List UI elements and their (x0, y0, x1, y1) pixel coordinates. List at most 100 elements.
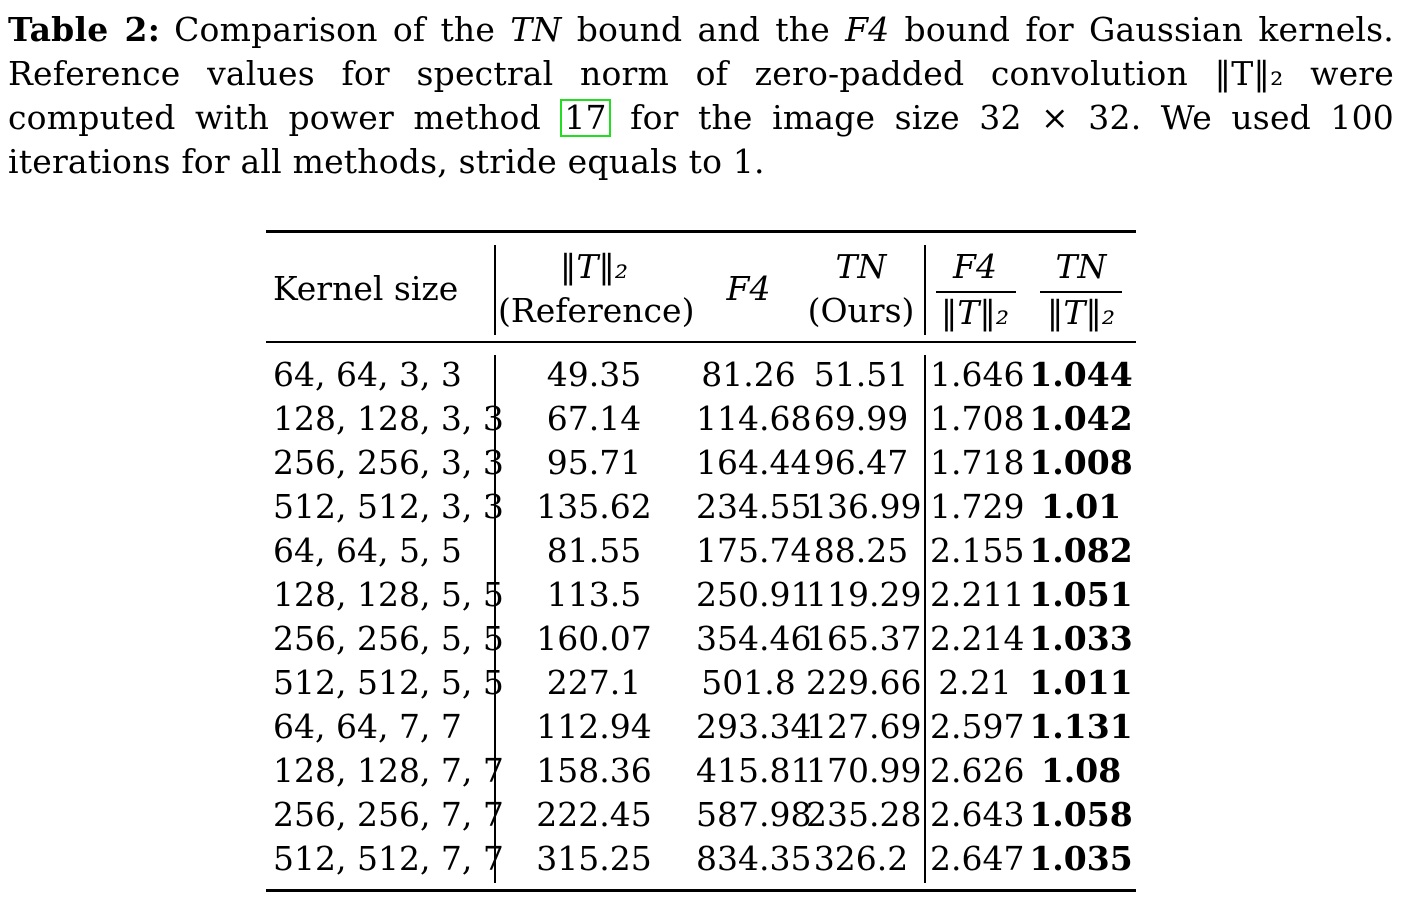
cell-reference: 315.25 (536, 839, 652, 878)
cell-kernel-size: 128, 128, 3, 3 (273, 399, 504, 438)
table-header: Kernel size ‖T‖₂ (Reference) F4 TN (Ours… (266, 233, 1136, 341)
header-ratio2-denominator: ‖T‖₂ (1046, 293, 1116, 332)
top-rule (266, 230, 1136, 233)
cell-tn: 119.29 (806, 575, 922, 614)
table-row: 64, 64, 7, 7 112.94 293.34 127.69 2.597 1.131 (266, 705, 1136, 749)
cell-f4: 354.46 (696, 619, 812, 658)
cell-kernel-size: 128, 128, 5, 5 (273, 575, 504, 614)
cell-f4: 114.68 (696, 399, 812, 438)
table-row: 128, 128, 5, 5 113.5 250.91 119.29 2.211 1.05… (266, 573, 1136, 617)
cell-tn-ratio: 1.011 (1029, 663, 1133, 702)
cell-f4-ratio: 2.211 (930, 575, 1025, 614)
cell-reference: 112.94 (536, 707, 652, 746)
cell-tn-ratio: 1.042 (1029, 399, 1133, 438)
caption-text-1: Comparison of the (174, 10, 511, 49)
cell-f4-ratio: 2.597 (930, 707, 1025, 746)
cell-f4: 164.44 (696, 443, 812, 482)
cell-reference: 95.71 (546, 443, 642, 482)
cell-f4: 175.74 (696, 531, 812, 570)
table-row: 64, 64, 5, 5 81.55 175.74 88.25 2.155 1.082 (266, 529, 1136, 573)
cell-kernel-size: 64, 64, 5, 5 (273, 531, 462, 570)
cell-tn-ratio: 1.044 (1029, 355, 1133, 394)
cell-tn-ratio: 1.008 (1029, 443, 1133, 482)
cell-f4-ratio: 1.718 (930, 443, 1025, 482)
cell-reference: 67.14 (546, 399, 642, 438)
header-divider-right (924, 245, 926, 335)
header-ratio2-numerator: TN (1055, 247, 1107, 286)
cell-f4: 250.91 (696, 575, 812, 614)
header-kernel-size: Kernel size (273, 269, 459, 308)
header-ratio1-denominator: ‖T‖₂ (940, 293, 1010, 332)
cell-tn-ratio: 1.01 (1040, 487, 1122, 526)
cell-f4: 834.35 (696, 839, 812, 878)
cell-kernel-size: 256, 256, 3, 3 (273, 443, 504, 482)
cell-f4-ratio: 2.643 (930, 795, 1025, 834)
cell-f4-ratio: 1.708 (930, 399, 1025, 438)
caption-text-4: for the image size 32 × 32. We used 100 … (8, 98, 1394, 181)
cell-kernel-size: 64, 64, 7, 7 (273, 707, 462, 746)
cell-reference: 160.07 (536, 619, 652, 658)
cell-tn: 69.99 (813, 399, 909, 438)
cell-reference: 81.55 (546, 531, 642, 570)
cell-kernel-size: 512, 512, 3, 3 (273, 487, 504, 526)
cell-tn-ratio: 1.08 (1040, 751, 1122, 790)
table-row: 256, 256, 5, 5 160.07 354.46 165.37 2.214 1.0… (266, 617, 1136, 661)
cell-tn: 136.99 (806, 487, 922, 526)
cell-f4: 81.26 (701, 355, 796, 394)
cell-reference: 113.5 (546, 575, 642, 614)
header-ratio1-numerator: F4 (953, 247, 997, 286)
cell-reference: 158.36 (536, 751, 652, 790)
cell-tn: 96.47 (813, 443, 909, 482)
cell-f4-ratio: 2.21 (938, 663, 1012, 702)
cell-kernel-size: 128, 128, 7, 7 (273, 751, 504, 790)
table-row: 512, 512, 5, 5 227.1 501.8 229.66 2.21 1.011 (266, 661, 1136, 705)
table-row: 128, 128, 7, 7 158.36 415.81 170.99 2.626 1.0… (266, 749, 1136, 793)
cell-tn: 170.99 (806, 751, 922, 790)
header-tn: TN (835, 247, 887, 286)
header-ours: (Ours) (807, 291, 915, 330)
header-rule (266, 341, 1136, 343)
cell-kernel-size: 256, 256, 5, 5 (273, 619, 504, 658)
table-row: 64, 64, 3, 3 49.35 81.26 51.51 1.646 1.044 (266, 353, 1136, 397)
caption-tn-symbol: TN (510, 10, 562, 49)
caption-text-3: bound for Gaussian kernels. Reference va… (8, 10, 1394, 137)
cell-f4: 587.98 (696, 795, 812, 834)
bottom-rule (266, 889, 1136, 892)
citation-link[interactable]: 17 (560, 99, 611, 137)
cell-f4: 501.8 (701, 663, 796, 702)
cell-tn-ratio: 1.131 (1029, 707, 1133, 746)
cell-f4: 293.34 (696, 707, 812, 746)
cell-tn-ratio: 1.051 (1029, 575, 1133, 614)
cell-tn: 51.51 (813, 355, 909, 394)
cell-f4-ratio: 2.214 (930, 619, 1025, 658)
cell-f4: 415.81 (696, 751, 812, 790)
body-divider-right (924, 355, 926, 883)
header-ref-norm: ‖T‖₂ (559, 247, 629, 286)
cell-f4: 234.55 (696, 487, 812, 526)
cell-tn-ratio: 1.058 (1029, 795, 1133, 834)
table-row: 512, 512, 7, 7 315.25 834.35 326.2 2.647 1.03… (266, 837, 1136, 881)
ratio2-fraction-bar (1040, 291, 1122, 293)
cell-kernel-size: 64, 64, 3, 3 (273, 355, 462, 394)
table-caption: Table 2: Comparison of the TN bound and t… (8, 8, 1394, 184)
cell-f4-ratio: 2.155 (930, 531, 1025, 570)
cell-tn: 127.69 (806, 707, 922, 746)
cell-f4-ratio: 1.646 (930, 355, 1025, 394)
cell-tn: 88.25 (813, 531, 909, 570)
header-divider-left (494, 245, 496, 335)
cell-kernel-size: 512, 512, 5, 5 (273, 663, 504, 702)
cell-tn-ratio: 1.033 (1029, 619, 1133, 658)
table-body: 64, 64, 3, 3 49.35 81.26 51.51 1.646 1.044 128… (266, 343, 1136, 889)
table-row: 256, 256, 7, 7 222.45 587.98 235.28 2.643 1.0… (266, 793, 1136, 837)
cell-reference: 49.35 (546, 355, 642, 394)
cell-f4-ratio: 1.729 (930, 487, 1025, 526)
header-f4: F4 (726, 269, 771, 308)
ratio1-fraction-bar (936, 291, 1016, 293)
cell-reference: 135.62 (536, 487, 652, 526)
caption-text-2: bound and the (561, 10, 846, 49)
cell-tn-ratio: 1.035 (1029, 839, 1133, 878)
header-reference: (Reference) (498, 291, 695, 330)
body-divider-left (494, 355, 496, 883)
cell-f4-ratio: 2.647 (930, 839, 1025, 878)
results-table: Kernel size ‖T‖₂ (Reference) F4 TN (Ours… (266, 230, 1136, 892)
